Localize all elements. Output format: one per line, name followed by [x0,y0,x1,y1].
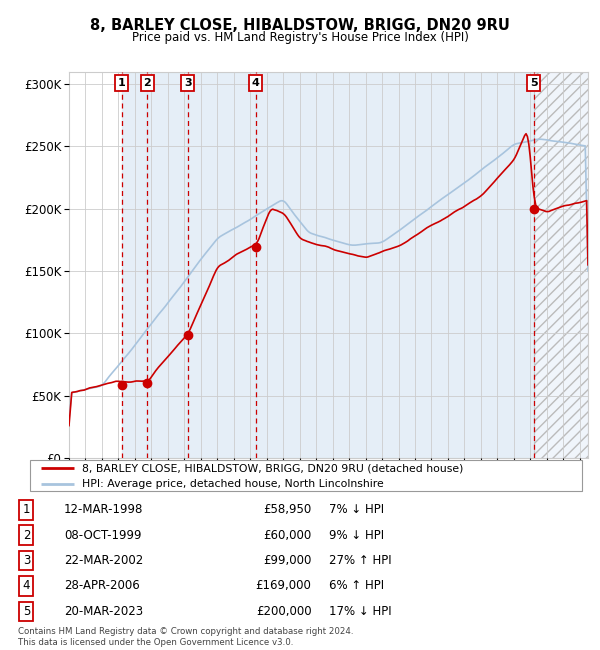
Text: 7% ↓ HPI: 7% ↓ HPI [329,503,384,516]
Text: 17% ↓ HPI: 17% ↓ HPI [329,604,391,617]
Bar [188,72,256,458]
Text: 6% ↑ HPI: 6% ↑ HPI [329,580,384,593]
Text: HPI: Average price, detached house, North Lincolnshire: HPI: Average price, detached house, Nort… [82,479,384,489]
Text: 3: 3 [184,78,191,88]
Text: £169,000: £169,000 [256,580,311,593]
Text: 12-MAR-1998: 12-MAR-1998 [64,503,143,516]
Text: 1: 1 [118,78,125,88]
Text: 1: 1 [23,503,30,516]
Text: Price paid vs. HM Land Registry's House Price Index (HPI): Price paid vs. HM Land Registry's House … [131,31,469,44]
Bar [533,72,588,458]
Text: 9% ↓ HPI: 9% ↓ HPI [329,529,384,542]
Text: 08-OCT-1999: 08-OCT-1999 [64,529,142,542]
Bar [147,72,188,458]
Text: £58,950: £58,950 [263,503,311,516]
Text: £200,000: £200,000 [256,604,311,617]
Bar [256,72,533,458]
Text: 20-MAR-2023: 20-MAR-2023 [64,604,143,617]
Text: £99,000: £99,000 [263,554,311,567]
Text: 5: 5 [530,78,538,88]
Text: 27% ↑ HPI: 27% ↑ HPI [329,554,391,567]
Bar [122,72,147,458]
Text: 2: 2 [23,529,30,542]
FancyBboxPatch shape [30,460,582,491]
Text: 8, BARLEY CLOSE, HIBALDSTOW, BRIGG, DN20 9RU (detached house): 8, BARLEY CLOSE, HIBALDSTOW, BRIGG, DN20… [82,463,464,473]
Text: 2: 2 [143,78,151,88]
Text: £60,000: £60,000 [263,529,311,542]
Text: 4: 4 [23,580,30,593]
Text: Contains HM Land Registry data © Crown copyright and database right 2024.
This d: Contains HM Land Registry data © Crown c… [18,627,353,647]
Text: 5: 5 [23,604,30,617]
Text: 4: 4 [252,78,260,88]
Text: 8, BARLEY CLOSE, HIBALDSTOW, BRIGG, DN20 9RU: 8, BARLEY CLOSE, HIBALDSTOW, BRIGG, DN20… [90,18,510,34]
Text: 28-APR-2006: 28-APR-2006 [64,580,140,593]
Text: 3: 3 [23,554,30,567]
Text: 22-MAR-2002: 22-MAR-2002 [64,554,143,567]
Bar [533,72,588,458]
